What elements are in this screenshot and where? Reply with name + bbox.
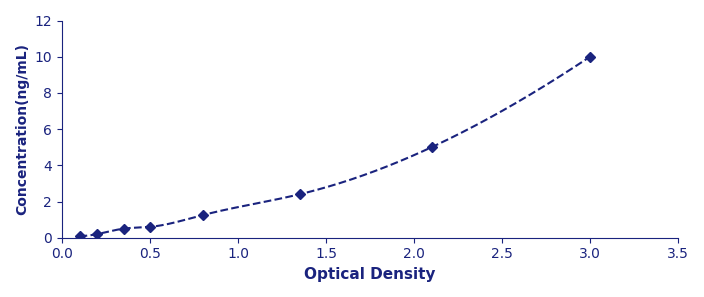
Y-axis label: Concentration(ng/mL): Concentration(ng/mL) [15, 43, 29, 215]
X-axis label: Optical Density: Optical Density [304, 267, 436, 282]
